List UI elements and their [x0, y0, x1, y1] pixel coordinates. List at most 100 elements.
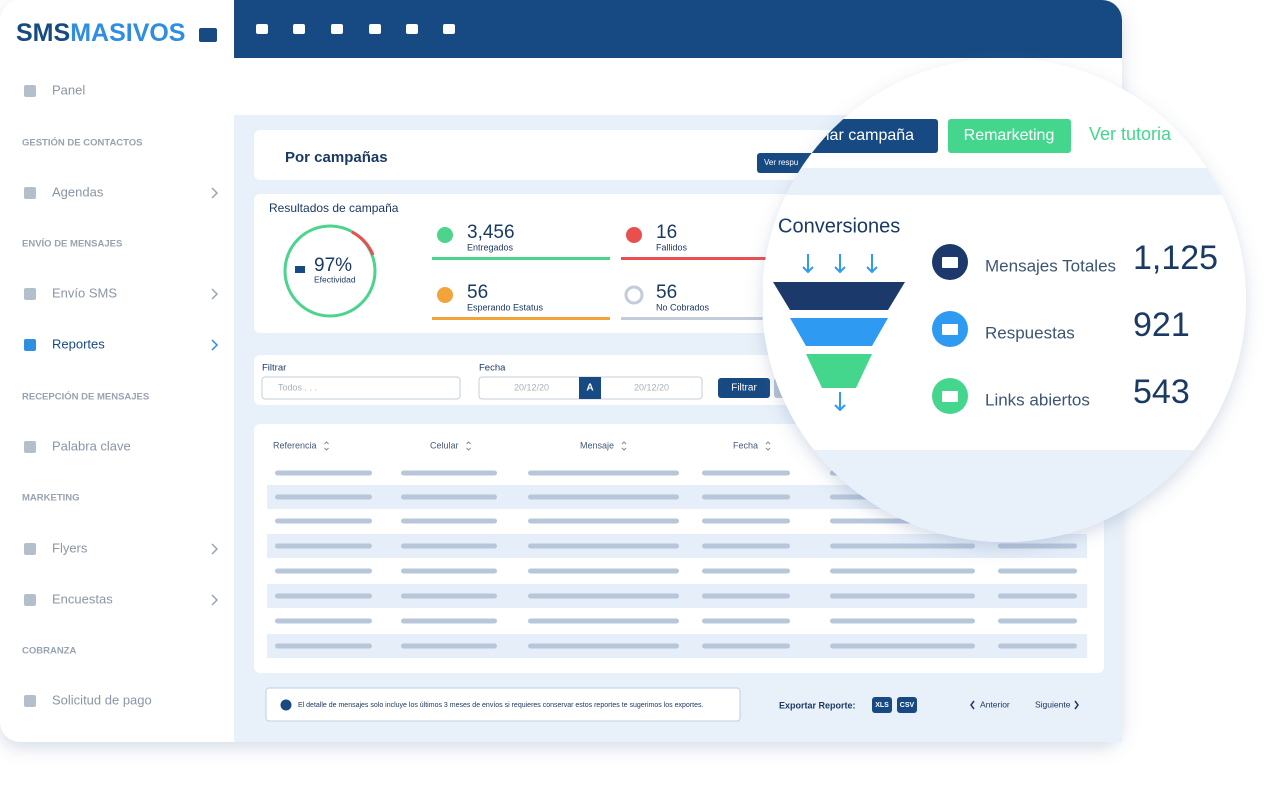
- menu-icon: [24, 594, 36, 606]
- chevron: [211, 288, 219, 300]
- date-label: Fecha: [479, 363, 506, 374]
- menu-item[interactable]: Flyers: [52, 540, 88, 555]
- placeholder: [275, 543, 372, 549]
- column-header[interactable]: Mensaje: [580, 440, 614, 450]
- results-title: Resultados de campaña: [269, 201, 399, 215]
- placeholder: [275, 494, 372, 500]
- placeholder: [401, 543, 497, 549]
- metric-value: 921: [1133, 306, 1190, 344]
- note-box: [265, 687, 741, 722]
- prev-arrow: [970, 700, 975, 710]
- stat-value: 56: [656, 282, 677, 303]
- funnel-2: [790, 318, 888, 346]
- stat-icon: [437, 287, 453, 303]
- stat-value: 3,456: [467, 222, 515, 243]
- stat-value: 56: [467, 282, 488, 303]
- funnel-arrow: [834, 392, 846, 412]
- placeholder: [275, 518, 372, 524]
- mag-link[interactable]: Ver tutoria: [1089, 124, 1172, 144]
- placeholder: [528, 518, 679, 524]
- page-title: Por campañas: [285, 149, 388, 166]
- date-sep: A: [586, 383, 593, 394]
- gauge-failed: [351, 230, 375, 256]
- export-badge[interactable]: [897, 697, 917, 713]
- menu-item[interactable]: Panel: [52, 82, 85, 97]
- placeholder: [528, 568, 679, 574]
- menu-item[interactable]: Envío SMS: [52, 285, 117, 300]
- top-bar: [234, 0, 1122, 58]
- prev[interactable]: Anterior: [980, 699, 1010, 709]
- menu-heading: ENVÍO DE MENSAJES: [22, 239, 122, 250]
- column-header[interactable]: Referencia: [273, 440, 317, 450]
- placeholder: [401, 470, 497, 476]
- logo: SMSMASIVOS: [16, 19, 185, 47]
- placeholder: [528, 593, 679, 599]
- placeholder: [998, 593, 1077, 599]
- menu-icon: [24, 543, 36, 555]
- toolbar-icon[interactable]: [369, 24, 381, 34]
- chevron: [211, 187, 219, 199]
- mag-title: Conversiones: [778, 215, 900, 237]
- toolbar-icon[interactable]: [331, 24, 343, 34]
- placeholder: [528, 470, 679, 476]
- next[interactable]: Siguiente: [1035, 699, 1071, 709]
- toolbar-icon[interactable]: [293, 24, 305, 34]
- placeholder: [528, 643, 679, 649]
- stat-icon: [626, 227, 642, 243]
- placeholder: [830, 543, 975, 549]
- menu-icon: [24, 85, 36, 97]
- metric-envelope: [942, 257, 958, 268]
- toolbar-icon[interactable]: [406, 24, 418, 34]
- select[interactable]: [261, 376, 461, 400]
- funnel-arrow: [802, 254, 814, 274]
- placeholder: [528, 543, 679, 549]
- menu-icon: [24, 339, 36, 351]
- menu-heading: COBRANZA: [22, 646, 76, 657]
- stat-icon: [624, 285, 644, 305]
- next-arrow: [1074, 700, 1079, 710]
- stat-label: Fallidos: [656, 242, 688, 252]
- stat-icon: [437, 227, 453, 243]
- menu-icon: [24, 288, 36, 300]
- placeholder: [830, 568, 975, 574]
- placeholder: [401, 643, 497, 649]
- menu-heading: MARKETING: [22, 493, 80, 504]
- placeholder: [528, 618, 679, 624]
- menu-item[interactable]: Palabra clave: [52, 438, 131, 453]
- sort-icon: [621, 441, 627, 451]
- menu-item[interactable]: Reportes: [52, 336, 105, 351]
- stat-label: Entregados: [467, 242, 514, 252]
- menu-item[interactable]: Encuestas: [52, 591, 113, 606]
- placeholder: [702, 593, 790, 599]
- placeholder: [702, 543, 790, 549]
- toolbar-icon[interactable]: [256, 24, 268, 34]
- gauge-icon: [295, 266, 305, 273]
- placeholder: [702, 518, 790, 524]
- logo-masivos: MASIVOS: [70, 19, 185, 47]
- toolbar-icon[interactable]: [443, 24, 455, 34]
- menu-icon: [24, 695, 36, 707]
- select-text: Todos . . .: [278, 382, 317, 392]
- placeholder: [830, 593, 975, 599]
- column-header[interactable]: Celular: [430, 440, 459, 450]
- menu-item[interactable]: Agendas: [52, 184, 104, 199]
- column-header[interactable]: Fecha: [733, 440, 758, 450]
- metric-label: Links abiertos: [985, 390, 1090, 409]
- menu-item[interactable]: Solicitud de pago: [52, 692, 152, 707]
- menu-heading: GESTIÓN DE CONTACTOS: [22, 137, 143, 149]
- mag-button[interactable]: [948, 119, 1071, 153]
- export-badge[interactable]: [872, 697, 892, 713]
- filter-button-label: Filtrar: [731, 383, 757, 394]
- stat-bar: [432, 257, 610, 260]
- placeholder: [275, 470, 372, 476]
- placeholder: [401, 618, 497, 624]
- sort-icon: [765, 441, 771, 451]
- metric-value: 543: [1133, 373, 1190, 411]
- placeholder: [830, 643, 975, 649]
- placeholder: [702, 494, 790, 500]
- filter-button[interactable]: [718, 378, 770, 398]
- sort-icon: [466, 441, 471, 451]
- metric-envelope: [942, 391, 958, 402]
- export-format: CSV: [900, 702, 915, 709]
- date-sep-box: [579, 377, 601, 399]
